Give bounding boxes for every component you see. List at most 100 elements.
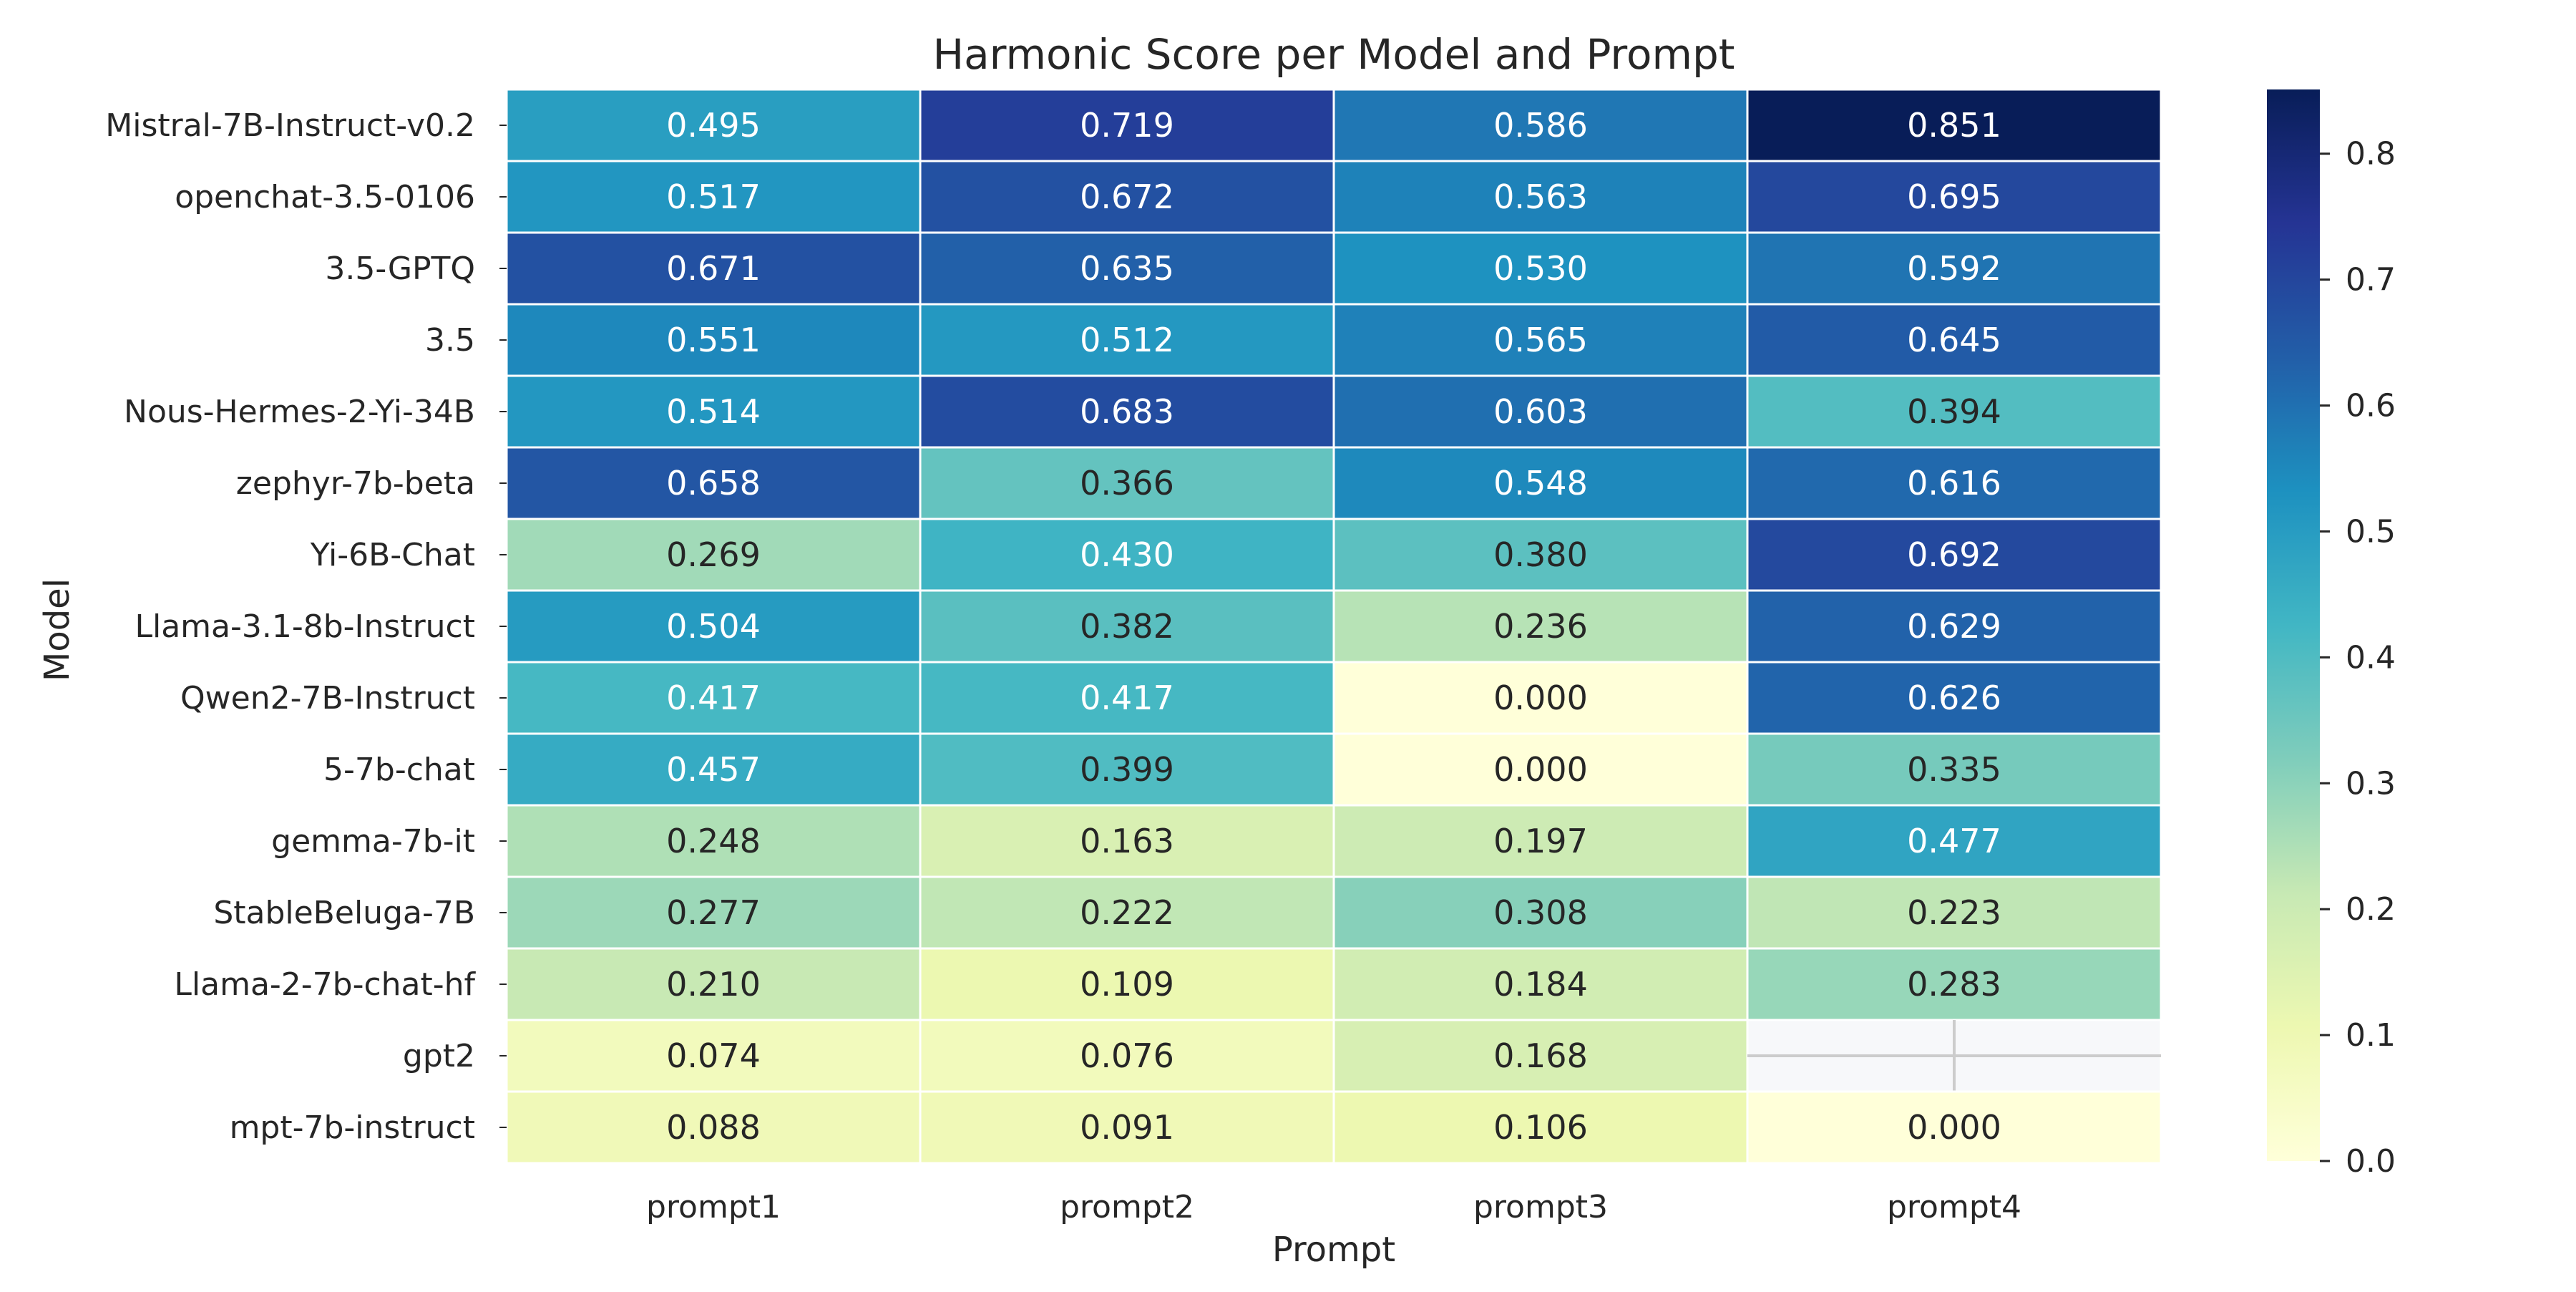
heatmap-cell — [1332, 804, 1749, 878]
x-tick-label: prompt4 — [1887, 1189, 2021, 1225]
cell-value-label: 0.851 — [1907, 106, 2001, 145]
cell-value-label: 0.563 — [1493, 178, 1588, 216]
heatmap-cell — [1332, 1019, 1749, 1093]
heatmap-cell — [1332, 518, 1749, 592]
colorbar-tick-label: 0.8 — [2346, 136, 2396, 173]
x-tick-label: prompt1 — [646, 1189, 781, 1225]
cell-value-label: 0.000 — [1907, 1108, 2001, 1147]
cell-value-label: 0.430 — [1080, 535, 1174, 574]
y-tick-label: Llama-2-7b-chat-hf — [174, 966, 476, 1003]
cell-value-label: 0.269 — [666, 535, 761, 574]
cell-value-label: 0.635 — [1080, 249, 1174, 288]
y-tick-label: 3.5-GPTQ — [325, 251, 475, 287]
cell-value-label: 0.088 — [666, 1108, 761, 1147]
cell-value-label: 0.603 — [1493, 392, 1588, 431]
heatmap-cell — [1746, 303, 2162, 377]
heatmap-cell — [919, 231, 1335, 306]
cell-value-label: 0.586 — [1493, 106, 1588, 145]
heatmap-cell — [505, 947, 922, 1021]
y-tick-label: zephyr-7b-beta — [236, 465, 475, 502]
heatmap-cell — [505, 446, 922, 520]
heatmap-cell — [1332, 88, 1749, 162]
cell-value-label: 0.417 — [666, 679, 761, 717]
cell-value-label: 0.091 — [1080, 1108, 1174, 1147]
heatmap-cell — [919, 1090, 1335, 1165]
heatmap-cell — [1746, 374, 2162, 449]
cell-value-label: 0.457 — [666, 750, 761, 789]
cell-value-label: 0.168 — [1493, 1036, 1588, 1075]
cell-value-label: 0.658 — [666, 464, 761, 502]
y-tick-label: mpt-7b-instruct — [230, 1109, 475, 1146]
y-tick-label: openchat-3.5-0106 — [175, 179, 475, 215]
heatmap-cell — [919, 1019, 1335, 1093]
heatmap-cell — [919, 804, 1335, 878]
heatmap-cell — [1746, 875, 2162, 950]
cell-value-label: 0.514 — [666, 392, 761, 431]
heatmap-cell — [1746, 732, 2162, 807]
y-tick-label: gemma-7b-it — [271, 823, 475, 860]
heatmap-cell — [919, 947, 1335, 1021]
heatmap-cell — [1746, 88, 2162, 162]
y-tick-label: 3.5 — [425, 322, 475, 359]
y-tick-label: 5-7b-chat — [323, 752, 475, 788]
heatmap-cell — [505, 589, 922, 664]
heatmap-cell — [1746, 661, 2162, 735]
cell-value-label: 0.197 — [1493, 822, 1588, 860]
y-axis-label: Model — [37, 578, 77, 681]
cell-value-label: 0.530 — [1493, 249, 1588, 288]
cell-value-label: 0.672 — [1080, 178, 1174, 216]
heatmap-cell — [919, 160, 1335, 234]
heatmap-cell — [1332, 589, 1749, 664]
cell-value-label: 0.683 — [1080, 392, 1174, 431]
y-tick-label: Mistral-7B-Instruct-v0.2 — [105, 107, 475, 144]
heatmap-cell — [1746, 231, 2162, 306]
cell-value-label: 0.399 — [1080, 750, 1174, 789]
colorbar: 0.0 0.1 0.2 0.3 0.4 0.5 0.6 0.7 0.8 — [2267, 89, 2396, 1180]
cell-value-label: 0.222 — [1080, 893, 1174, 932]
heatmap-cell — [919, 303, 1335, 377]
cell-value-label: 0.163 — [1080, 822, 1174, 860]
cell-value-label: 0.236 — [1493, 607, 1588, 646]
cell-value-label: 0.283 — [1907, 965, 2001, 1004]
heatmap-cell — [919, 374, 1335, 449]
cell-value-label: 0.382 — [1080, 607, 1174, 646]
cell-value-label: 0.076 — [1080, 1036, 1174, 1075]
cell-value-label: 0.477 — [1907, 822, 2001, 860]
cell-value-label: 0.626 — [1907, 679, 2001, 717]
heatmap-cell — [505, 732, 922, 807]
heatmap-cell — [1746, 1090, 2162, 1165]
cell-value-label: 0.074 — [666, 1036, 761, 1075]
heatmap-cell — [1332, 875, 1749, 950]
y-tick-label: Yi-6B-Chat — [310, 537, 475, 573]
heatmap-cell — [919, 875, 1335, 950]
cell-value-label: 0.517 — [666, 178, 761, 216]
cell-value-label: 0.223 — [1907, 893, 2001, 932]
cell-value-label: 0.551 — [666, 321, 761, 359]
cell-value-label: 0.719 — [1080, 106, 1174, 145]
cell-value-label: 0.592 — [1907, 249, 2001, 288]
cell-value-label: 0.629 — [1907, 607, 2001, 646]
heatmap-cell — [919, 446, 1335, 520]
colorbar-tick-label: 0.5 — [2346, 513, 2396, 550]
y-tick-label: StableBeluga-7B — [213, 895, 475, 931]
cell-value-label: 0.504 — [666, 607, 761, 646]
cell-value-label: 0.308 — [1493, 893, 1588, 932]
cell-value-label: 0.394 — [1907, 392, 2001, 431]
heatmap-cell — [505, 875, 922, 950]
heatmap-cell — [919, 88, 1335, 162]
heatmap-cell — [505, 88, 922, 162]
cell-value-label: 0.645 — [1907, 321, 2001, 359]
heatmap-cell — [1746, 947, 2162, 1021]
cell-value-label: 0.695 — [1907, 178, 2001, 216]
cell-value-label: 0.565 — [1493, 321, 1588, 359]
heatmap-cell — [1332, 1090, 1749, 1165]
heatmap-cell — [1332, 374, 1749, 449]
chart-title: Harmonic Score per Model and Prompt — [932, 30, 1735, 79]
cell-value-label: 0.248 — [666, 822, 761, 860]
y-tick-label: Nous-Hermes-2-Yi-34B — [124, 394, 475, 430]
heatmap-cells: 0.495 0.719 0.586 0.851 0.517 0.672 0.563 0.695… — [505, 88, 2162, 1165]
cell-value-label: 0.335 — [1907, 750, 2001, 789]
cell-value-label: 0.000 — [1493, 750, 1588, 789]
x-axis-tick-labels: prompt1 prompt2 prompt3 prompt4 — [646, 1189, 2021, 1225]
